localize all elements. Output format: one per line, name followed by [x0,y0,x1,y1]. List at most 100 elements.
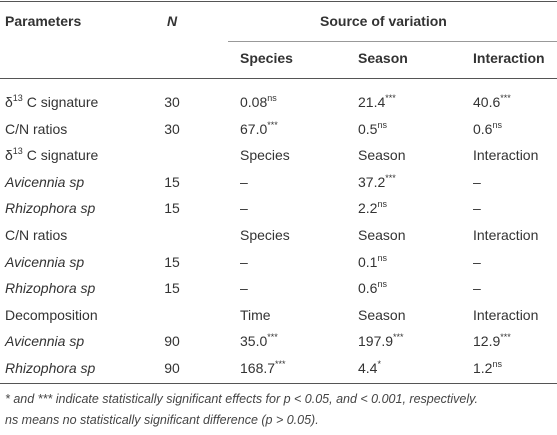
parameter: Rhizophora sp [5,359,95,377]
cell: Interaction [473,146,538,164]
text: Rhizophora sp [5,280,96,297]
text: 0.6 [358,280,378,297]
text: δ [5,147,13,164]
superscript: ns [267,93,277,103]
cell: 21.4*** [358,93,396,111]
text: C/N ratios [5,227,68,243]
superscript: 13 [12,93,23,103]
text: Decomposition [5,306,98,323]
header-cell: Species [240,50,293,66]
cell: – [473,199,481,217]
cell: – [240,199,248,217]
header-cell: Season [358,50,408,66]
text: – [473,253,481,270]
text: – [240,173,248,190]
text: 4.4 [358,360,378,376]
cell: – [473,173,481,191]
text: 21.4 [358,94,386,110]
n-value: 15 [164,280,180,297]
text: – [240,253,248,270]
text: 37.2 [358,173,386,190]
text: Avicennia sp [5,173,85,190]
parameter: δ13 C signature [5,93,98,111]
n-value: 90 [164,333,180,350]
superscript: *** [385,93,396,103]
cell: 35.0*** [240,332,278,350]
superscript: *** [275,359,286,369]
rule [228,41,557,42]
rule [0,1,557,2]
text: 0.08 [240,94,268,110]
n-value: 15 [164,200,180,217]
text: – [240,280,248,297]
n-value: 90 [164,360,180,376]
parameter: Avicennia sp [5,253,84,271]
text: 67.0 [240,120,268,137]
text: – [473,200,481,217]
cell: – [240,279,248,297]
text: – [240,200,248,217]
text: C signature [22,147,99,164]
text: 197.9 [358,333,394,350]
text: 0.6 [473,120,493,137]
cell: – [473,253,481,271]
text: 0.5 [358,120,378,137]
superscript: *** [500,332,511,343]
text: Season [358,306,406,323]
cell: 4.4* [358,359,381,377]
cell: Season [358,146,405,164]
text: Interaction [473,227,539,243]
n-value: 15 [164,253,180,270]
cell: 0.08ns [240,93,277,111]
cell: 67.0*** [240,120,278,138]
superscript: 13 [12,146,23,157]
cell: 37.2*** [358,173,396,191]
header-cell: Source of variation [320,13,447,29]
superscript: ns [377,199,387,210]
cell: 0.5ns [358,120,387,138]
text: Season [358,227,406,243]
superscript: *** [393,332,404,343]
text: 40.6 [473,94,501,110]
parameter: Avicennia sp [5,332,84,350]
cell: – [473,279,481,297]
superscript: ns [492,119,502,130]
rule [0,383,557,384]
text: C signature [22,94,99,110]
cell: Interaction [473,226,538,244]
cell: 197.9*** [358,332,404,350]
text: 12.9 [473,333,501,350]
parameter: Avicennia sp [5,173,84,191]
cell: 0.6ns [473,120,502,138]
header-cell: N [166,13,178,29]
cell: Species [240,226,290,244]
n-value: 15 [164,173,180,190]
cell: 12.9*** [473,332,511,350]
header-cell: Interaction [473,50,545,66]
text: Species [240,227,290,243]
superscript: ns [377,252,387,263]
header-cell: Parameters [5,13,82,29]
superscript: ns [492,359,502,369]
text: 35.0 [240,333,268,350]
text: Time [240,306,271,323]
footnote: ns means no statistically significant di… [5,413,319,427]
cell: 2.2ns [358,199,387,217]
cell: 168.7*** [240,359,286,377]
footnote: * and *** indicate statistically signifi… [5,392,478,406]
cell: 40.6*** [473,93,511,111]
text: δ [5,94,13,110]
cell: Season [358,226,405,244]
cell: 1.2ns [473,359,502,377]
text: Interaction [473,306,539,323]
n-value: 30 [164,120,180,137]
cell: – [240,173,248,191]
parameter: C/N ratios [5,120,67,138]
cell: Interaction [473,306,538,324]
text: 168.7 [240,360,276,376]
text: Avicennia sp [5,333,85,350]
text: – [473,280,481,297]
text: 1.2 [473,360,493,376]
parameter: C/N ratios [5,226,67,244]
cell: Season [358,306,405,324]
